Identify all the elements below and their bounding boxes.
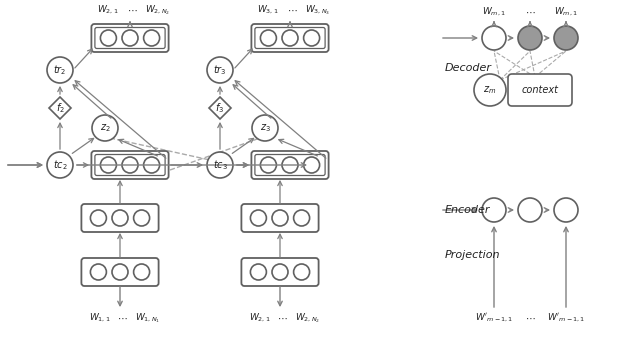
- Circle shape: [134, 210, 150, 226]
- Text: $W_{1,N_1}$: $W_{1,N_1}$: [136, 311, 161, 325]
- Text: $\cdots$: $\cdots$: [116, 313, 127, 323]
- Text: $W_{2,1}$: $W_{2,1}$: [97, 4, 119, 16]
- FancyBboxPatch shape: [508, 74, 572, 106]
- Text: $W_{m,1}$: $W_{m,1}$: [554, 6, 578, 18]
- Circle shape: [518, 26, 542, 50]
- Circle shape: [272, 264, 288, 280]
- Circle shape: [47, 152, 73, 178]
- Circle shape: [252, 115, 278, 141]
- Text: $\cdots$: $\cdots$: [525, 313, 535, 323]
- FancyBboxPatch shape: [92, 24, 168, 52]
- Circle shape: [47, 57, 73, 83]
- Text: $z_3$: $z_3$: [260, 122, 271, 134]
- FancyBboxPatch shape: [241, 258, 319, 286]
- Text: $tc_2$: $tc_2$: [52, 158, 67, 172]
- Text: $W_{3,N_3}$: $W_{3,N_3}$: [305, 3, 331, 17]
- Circle shape: [482, 26, 506, 50]
- FancyBboxPatch shape: [95, 28, 165, 48]
- Circle shape: [260, 30, 276, 46]
- Circle shape: [250, 264, 266, 280]
- Circle shape: [100, 157, 116, 173]
- Circle shape: [303, 30, 319, 46]
- FancyBboxPatch shape: [241, 204, 319, 232]
- FancyBboxPatch shape: [252, 24, 328, 52]
- Circle shape: [282, 157, 298, 173]
- Text: $W'_{m-1,1}$: $W'_{m-1,1}$: [475, 312, 513, 324]
- FancyBboxPatch shape: [95, 154, 165, 176]
- Circle shape: [134, 264, 150, 280]
- Circle shape: [260, 157, 276, 173]
- Text: context: context: [522, 85, 559, 95]
- FancyBboxPatch shape: [92, 151, 168, 179]
- Text: $\cdots$: $\cdots$: [276, 313, 287, 323]
- Text: $\cdots$: $\cdots$: [525, 7, 535, 17]
- FancyBboxPatch shape: [255, 28, 325, 48]
- Text: $\cdots$: $\cdots$: [287, 5, 298, 15]
- Text: $tr_3$: $tr_3$: [213, 63, 227, 77]
- Circle shape: [112, 264, 128, 280]
- Text: Projection: Projection: [445, 250, 500, 260]
- Circle shape: [482, 198, 506, 222]
- Circle shape: [272, 210, 288, 226]
- Text: $\cdots$: $\cdots$: [127, 5, 138, 15]
- Text: $W_{m,1}$: $W_{m,1}$: [482, 6, 506, 18]
- Text: Decoder: Decoder: [445, 63, 492, 73]
- Text: Encoder: Encoder: [445, 205, 490, 215]
- Text: $tc_3$: $tc_3$: [212, 158, 227, 172]
- Circle shape: [554, 26, 578, 50]
- Text: $W_{1,1}$: $W_{1,1}$: [89, 312, 111, 324]
- Circle shape: [554, 198, 578, 222]
- Circle shape: [143, 157, 159, 173]
- Circle shape: [250, 210, 266, 226]
- Polygon shape: [209, 97, 231, 119]
- Text: $W_{2,N_2}$: $W_{2,N_2}$: [145, 3, 171, 17]
- Circle shape: [112, 210, 128, 226]
- Text: $f_2$: $f_2$: [56, 101, 65, 115]
- Text: $z_2$: $z_2$: [100, 122, 110, 134]
- Circle shape: [122, 30, 138, 46]
- Polygon shape: [49, 97, 71, 119]
- Circle shape: [207, 152, 233, 178]
- Circle shape: [282, 30, 298, 46]
- FancyBboxPatch shape: [81, 258, 159, 286]
- Circle shape: [122, 157, 138, 173]
- Text: $f_3$: $f_3$: [216, 101, 225, 115]
- Text: $W_{3,1}$: $W_{3,1}$: [257, 4, 279, 16]
- Circle shape: [207, 57, 233, 83]
- FancyBboxPatch shape: [81, 204, 159, 232]
- Text: $W_{2,N_2}$: $W_{2,N_2}$: [296, 311, 321, 325]
- Circle shape: [100, 30, 116, 46]
- Circle shape: [474, 74, 506, 106]
- Text: $tr_2$: $tr_2$: [53, 63, 67, 77]
- Text: $W_{2,1}$: $W_{2,1}$: [249, 312, 271, 324]
- Circle shape: [294, 264, 310, 280]
- Circle shape: [92, 115, 118, 141]
- Circle shape: [303, 157, 319, 173]
- Circle shape: [518, 198, 542, 222]
- Circle shape: [143, 30, 159, 46]
- FancyBboxPatch shape: [255, 154, 325, 176]
- Circle shape: [90, 264, 106, 280]
- Circle shape: [90, 210, 106, 226]
- Circle shape: [294, 210, 310, 226]
- Text: $z_m$: $z_m$: [483, 84, 497, 96]
- FancyBboxPatch shape: [252, 151, 328, 179]
- Text: $W'_{m-1,1}$: $W'_{m-1,1}$: [547, 312, 585, 324]
